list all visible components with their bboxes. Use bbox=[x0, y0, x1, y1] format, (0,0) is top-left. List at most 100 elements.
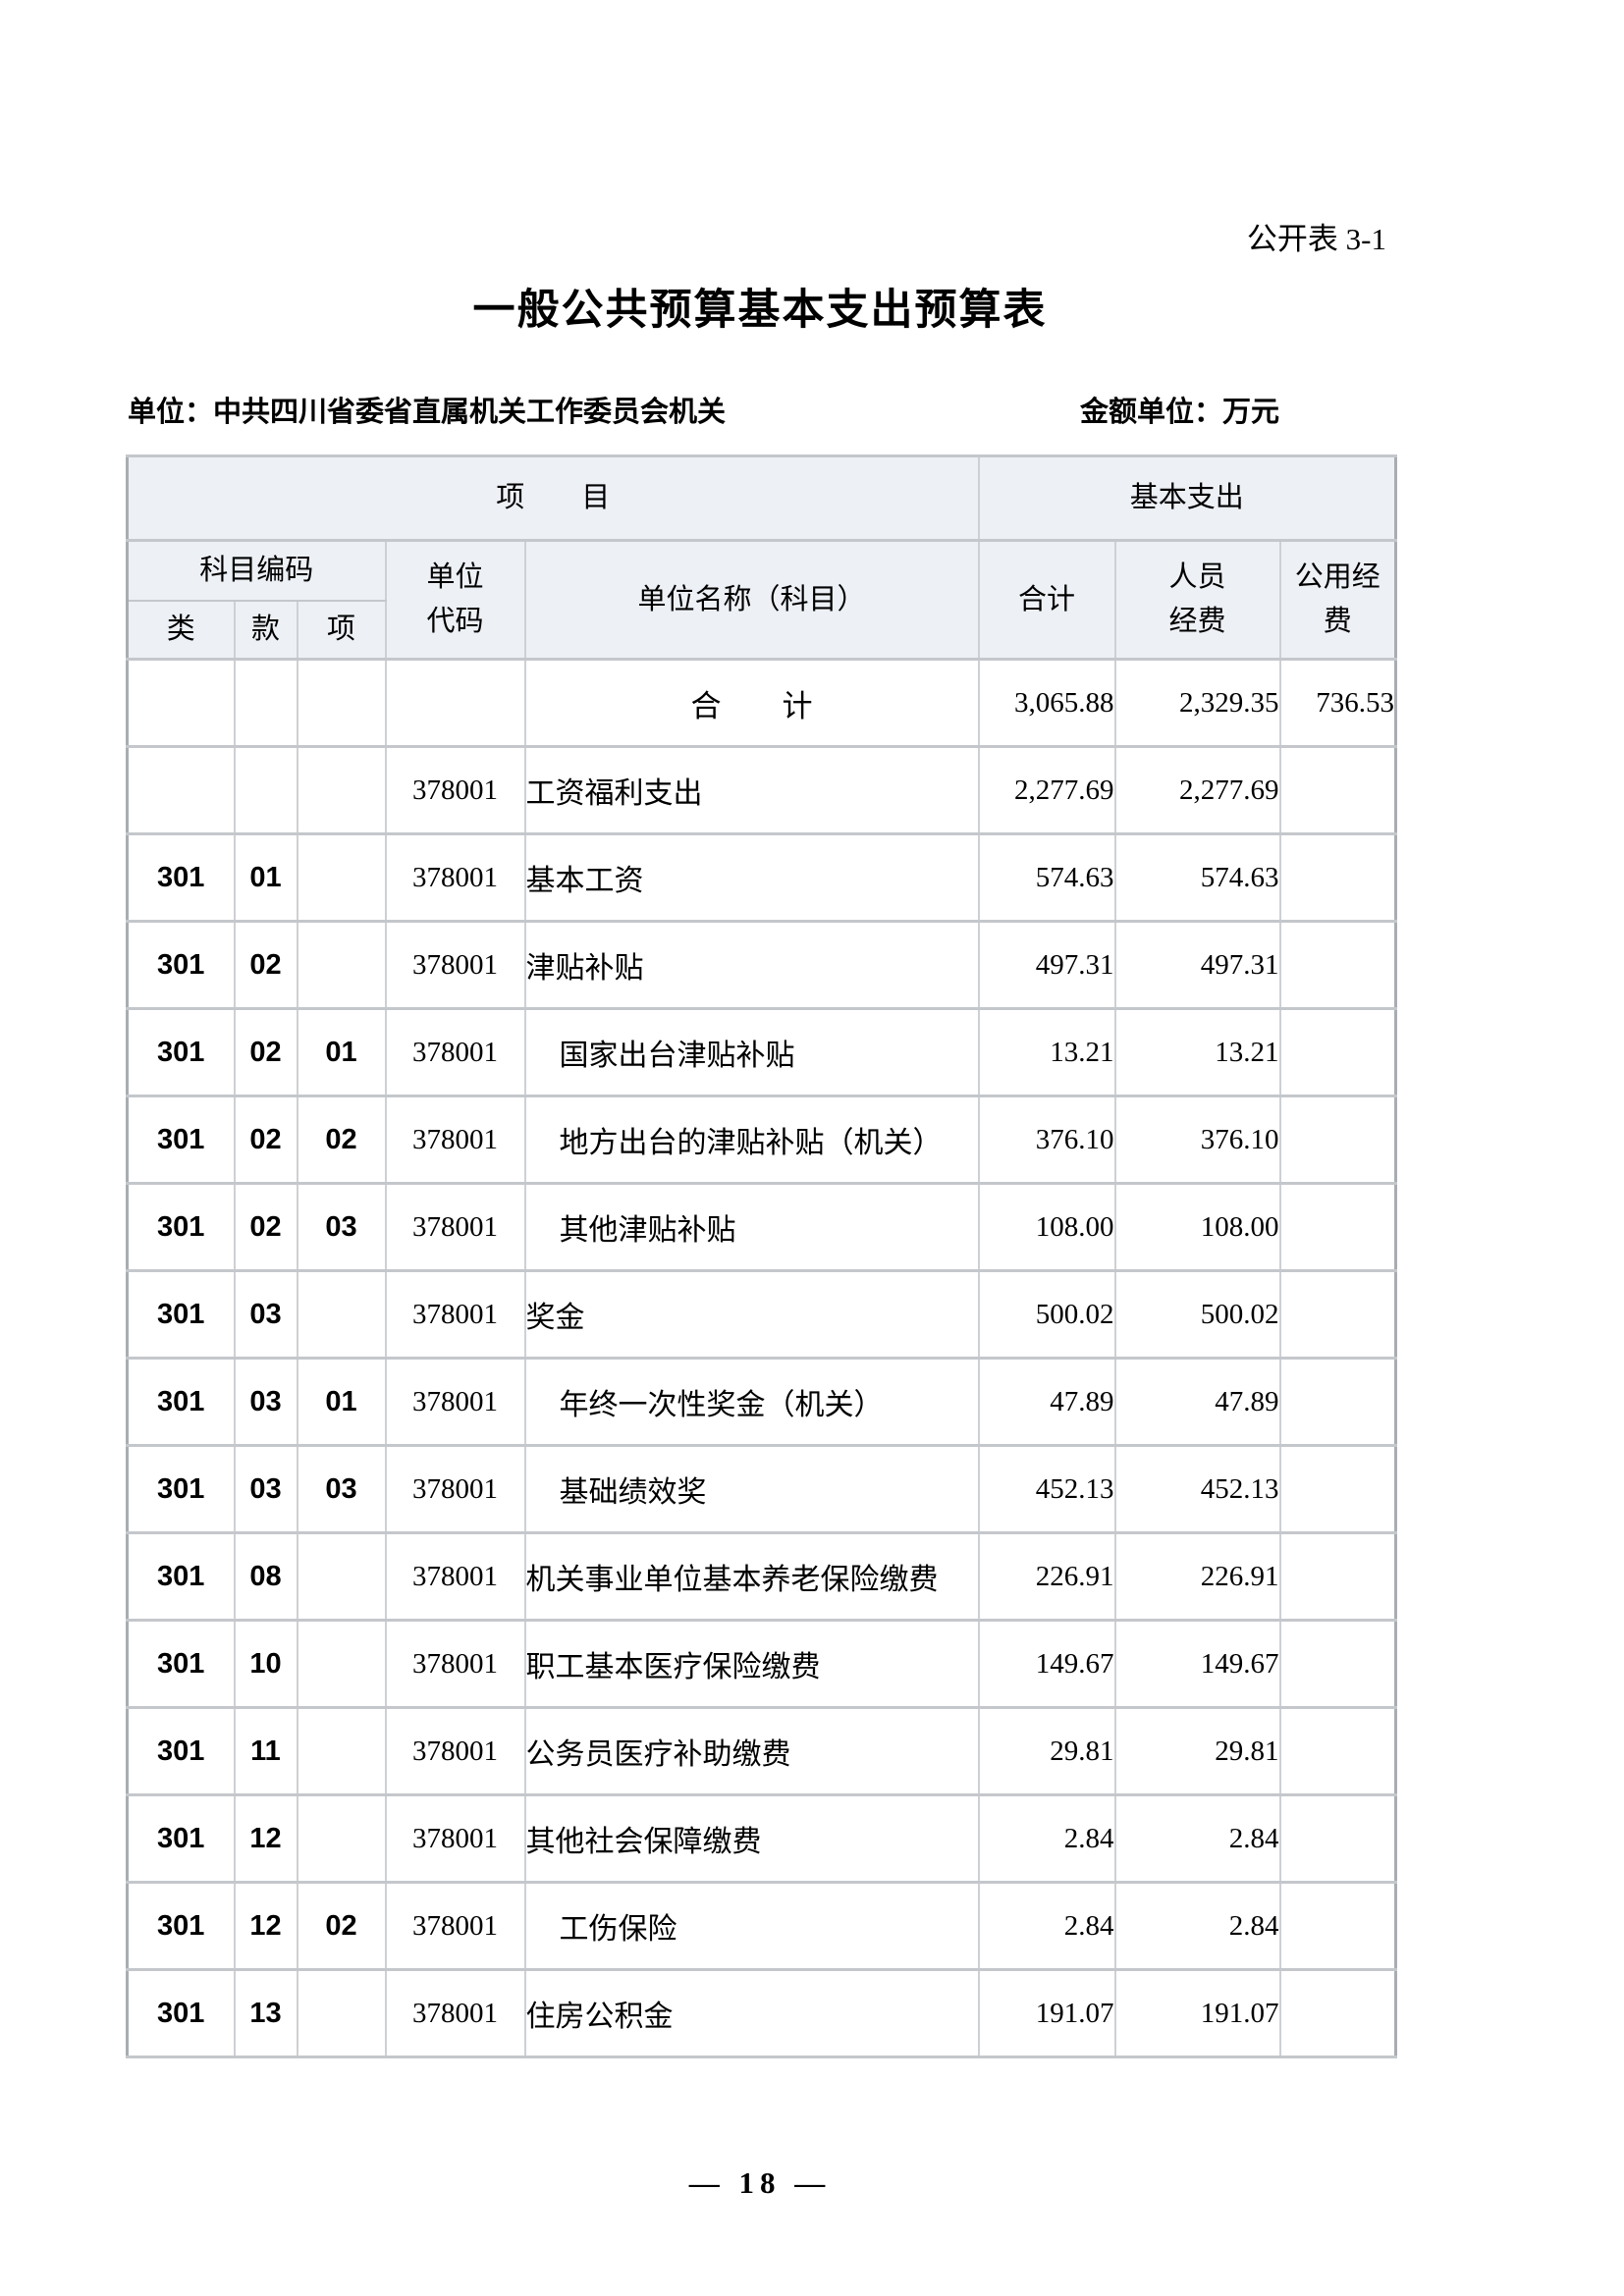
cell-public-funds bbox=[1278, 1881, 1397, 1971]
cell-class-code: 301 bbox=[126, 1531, 236, 1622]
cell-item-code: 02 bbox=[233, 1007, 298, 1097]
cell-subitem-code bbox=[296, 1706, 387, 1796]
cell-class-code: 301 bbox=[126, 1095, 236, 1185]
cell-total: 574.63 bbox=[977, 832, 1116, 923]
cell-personnel-funds: 2.84 bbox=[1113, 1881, 1281, 1971]
cell-total: 2,277.69 bbox=[977, 745, 1116, 835]
table-row: 301 08 378001 机关事业单位基本养老保险缴费 226.91 226.… bbox=[126, 1531, 1397, 1622]
header-unit-code: 单位 代码 bbox=[384, 539, 526, 661]
cell-item-code: 10 bbox=[233, 1619, 298, 1709]
unit-label: 单位：中共四川省委省直属机关工作委员会机关 bbox=[128, 397, 727, 428]
table-row: 378001 工资福利支出 2,277.69 2,277.69 bbox=[126, 745, 1397, 835]
cell-personnel-funds: 376.10 bbox=[1113, 1095, 1281, 1185]
cell-class-code bbox=[126, 745, 236, 835]
cell-unit-code: 378001 bbox=[384, 1619, 526, 1709]
cell-public-funds bbox=[1278, 1793, 1397, 1884]
cell-public-funds bbox=[1278, 1968, 1397, 2058]
cell-total: 2.84 bbox=[977, 1793, 1116, 1884]
table-row: 301 03 01 378001 年终一次性奖金（机关） 47.89 47.89 bbox=[126, 1357, 1397, 1447]
table-row: 301 13 378001 住房公积金 191.07 191.07 bbox=[126, 1968, 1397, 2058]
header-item-group: 项 目 bbox=[126, 454, 980, 542]
cell-unit-code: 378001 bbox=[384, 745, 526, 835]
cell-public-funds bbox=[1278, 1444, 1397, 1534]
cell-subitem-code bbox=[296, 658, 387, 748]
cell-personnel-funds: 500.02 bbox=[1113, 1269, 1281, 1360]
cell-unit-name: 工资福利支出 bbox=[523, 745, 980, 835]
cell-unit-name: 地方出台的津贴补贴（机关） bbox=[523, 1095, 980, 1185]
cell-total: 497.31 bbox=[977, 920, 1116, 1010]
cell-personnel-funds: 108.00 bbox=[1113, 1182, 1281, 1272]
header-total: 合计 bbox=[977, 539, 1116, 661]
cell-unit-name: 年终一次性奖金（机关） bbox=[523, 1357, 980, 1447]
cell-subitem-code: 02 bbox=[296, 1095, 387, 1185]
cell-subitem-code: 02 bbox=[296, 1881, 387, 1971]
cell-unit-code: 378001 bbox=[384, 920, 526, 1010]
cell-subitem-code bbox=[296, 1531, 387, 1622]
cell-unit-name: 基础绩效奖 bbox=[523, 1444, 980, 1534]
cell-unit-name: 公务员医疗补助缴费 bbox=[523, 1706, 980, 1796]
table-row: 301 02 03 378001 其他津贴补贴 108.00 108.00 bbox=[126, 1182, 1397, 1272]
cell-total: 108.00 bbox=[977, 1182, 1116, 1272]
cell-total: 3,065.88 bbox=[977, 658, 1116, 748]
cell-class-code: 301 bbox=[126, 920, 236, 1010]
cell-personnel-funds: 47.89 bbox=[1113, 1357, 1281, 1447]
cell-unit-code: 378001 bbox=[384, 1095, 526, 1185]
cell-personnel-funds: 2,277.69 bbox=[1113, 745, 1281, 835]
cell-class-code: 301 bbox=[126, 1619, 236, 1709]
cell-unit-name: 机关事业单位基本养老保险缴费 bbox=[523, 1531, 980, 1622]
cell-personnel-funds: 574.63 bbox=[1113, 832, 1281, 923]
cell-subitem-code bbox=[296, 1619, 387, 1709]
cell-unit-code: 378001 bbox=[384, 832, 526, 923]
cell-personnel-funds: 2,329.35 bbox=[1113, 658, 1281, 748]
cell-unit-code: 378001 bbox=[384, 1007, 526, 1097]
meta-line: 单位：中共四川省委省直属机关工作委员会机关 金额单位：万元 bbox=[126, 389, 1394, 428]
cell-class-code: 301 bbox=[126, 1793, 236, 1884]
cell-subitem-code: 03 bbox=[296, 1444, 387, 1534]
cell-public-funds bbox=[1278, 1269, 1397, 1360]
cell-item-code: 02 bbox=[233, 920, 298, 1010]
cell-total: 2.84 bbox=[977, 1881, 1116, 1971]
table-row: 301 02 01 378001 国家出台津贴补贴 13.21 13.21 bbox=[126, 1007, 1397, 1097]
cell-class-code: 301 bbox=[126, 1881, 236, 1971]
cell-public-funds bbox=[1278, 1531, 1397, 1622]
cell-public-funds bbox=[1278, 1619, 1397, 1709]
cell-total: 149.67 bbox=[977, 1619, 1116, 1709]
cell-class-code: 301 bbox=[126, 832, 236, 923]
cell-total: 376.10 bbox=[977, 1095, 1116, 1185]
cell-public-funds bbox=[1278, 1095, 1397, 1185]
page-number: — 18 — bbox=[688, 2165, 832, 2200]
cell-subitem-code bbox=[296, 920, 387, 1010]
cell-total: 29.81 bbox=[977, 1706, 1116, 1796]
header-xiang: 项 bbox=[296, 599, 387, 661]
cell-unit-name: 工伤保险 bbox=[523, 1881, 980, 1971]
cell-item-code: 12 bbox=[233, 1793, 298, 1884]
cell-subitem-code bbox=[296, 1968, 387, 2058]
cell-item-code: 13 bbox=[233, 1968, 298, 2058]
cell-item-code bbox=[233, 745, 298, 835]
amount-unit-label: 金额单位：万元 bbox=[1080, 397, 1280, 428]
cell-unit-code: 378001 bbox=[384, 1793, 526, 1884]
cell-public-funds bbox=[1278, 1357, 1397, 1447]
budget-table-header: 项 目 基本支出 科目编码 单位 代码 单位名称（科目） 合计 人员 经费 公用… bbox=[126, 454, 1397, 661]
header-group-row: 项 目 基本支出 bbox=[126, 454, 1397, 542]
cell-item-code: 03 bbox=[233, 1357, 298, 1447]
cell-public-funds bbox=[1278, 1182, 1397, 1272]
cell-unit-name: 国家出台津贴补贴 bbox=[523, 1007, 980, 1097]
cell-class-code: 301 bbox=[126, 1444, 236, 1534]
table-row: 301 03 03 378001 基础绩效奖 452.13 452.13 bbox=[126, 1444, 1397, 1534]
cell-total: 13.21 bbox=[977, 1007, 1116, 1097]
cell-unit-code: 378001 bbox=[384, 1881, 526, 1971]
budget-table-body: 合 计 3,065.88 2,329.35 736.53 378001 工资福利… bbox=[126, 658, 1397, 2058]
page-title: 一般公共预算基本支出预算表 bbox=[472, 288, 1048, 334]
cell-class-code: 301 bbox=[126, 1968, 236, 2058]
cell-unit-name: 住房公积金 bbox=[523, 1968, 980, 2058]
cell-class-code: 301 bbox=[126, 1706, 236, 1796]
table-row: 合 计 3,065.88 2,329.35 736.53 bbox=[126, 658, 1397, 748]
table-row: 301 12 378001 其他社会保障缴费 2.84 2.84 bbox=[126, 1793, 1397, 1884]
cell-subitem-code bbox=[296, 1269, 387, 1360]
cell-class-code: 301 bbox=[126, 1007, 236, 1097]
cell-item-code: 11 bbox=[233, 1706, 298, 1796]
cell-public-funds bbox=[1278, 920, 1397, 1010]
cell-item-code: 02 bbox=[233, 1095, 298, 1185]
header-personnel: 人员 经费 bbox=[1113, 539, 1281, 661]
